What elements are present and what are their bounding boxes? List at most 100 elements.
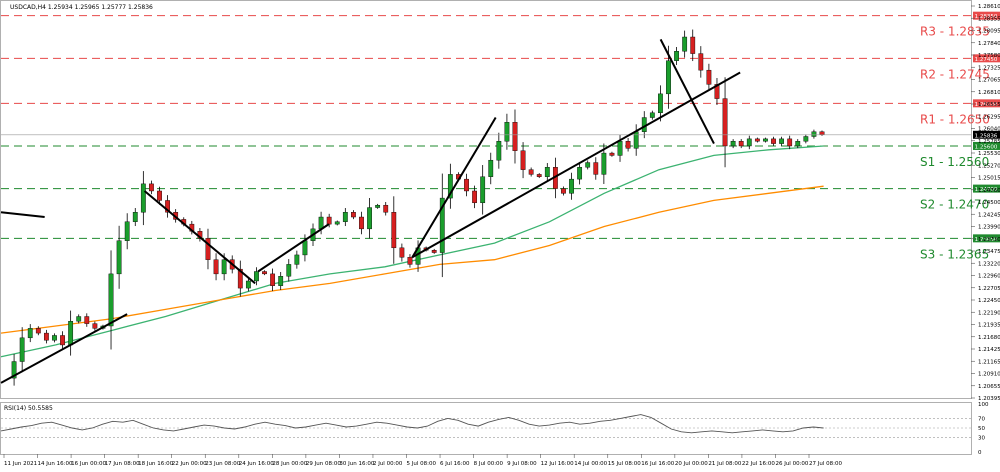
x-tick-label: 5 Jul 08:00 — [407, 461, 437, 467]
candle-body — [342, 212, 348, 222]
candle-body — [35, 328, 41, 334]
y-tick-label: 1.23730 — [978, 237, 1000, 243]
candle-body — [569, 178, 574, 194]
rsi-tick-label: 0 — [978, 450, 982, 456]
rsi-tick-label: 50 — [978, 426, 985, 432]
candle-body — [157, 190, 162, 201]
level-tag-text-r1: 1.26500 — [975, 102, 998, 108]
candle-body — [165, 200, 170, 213]
y-tick-label: 1.22960 — [978, 274, 1000, 280]
candle-body — [722, 98, 728, 147]
y-tick-label: 1.22190 — [978, 310, 1000, 316]
candle-body — [625, 141, 631, 149]
y-tick-label: 1.23220 — [978, 261, 1000, 267]
level-tag-s1 — [973, 141, 1000, 150]
y-tick-label: 1.25270 — [978, 163, 1000, 169]
x-tick-label: 26 Jul 00:00 — [775, 461, 808, 467]
y-tick-label: 1.26295 — [978, 114, 1000, 120]
y-tick-label: 1.27065 — [978, 78, 1000, 84]
candle-body — [391, 212, 397, 249]
candle-body — [262, 271, 267, 275]
candle-body — [237, 268, 243, 289]
level-label-r1: R1 - 1.2650 — [920, 112, 990, 126]
y-tick-label: 1.21165 — [978, 359, 1000, 365]
candle-body — [359, 216, 364, 230]
level-label-r2: R2 - 1.2745 — [920, 67, 990, 81]
candle-body — [27, 328, 33, 339]
y-tick-label: 1.20655 — [978, 384, 1000, 390]
rsi-tick-label: 100 — [978, 402, 989, 408]
level-tag-text-r3: 1.28350 — [975, 14, 998, 20]
candle-body — [367, 207, 372, 230]
candle-body — [658, 93, 663, 114]
ma-slow-line — [0, 185, 824, 334]
trendline — [0, 313, 128, 384]
candle-body — [11, 361, 17, 379]
candle-body — [132, 212, 138, 222]
candle-body — [585, 162, 591, 168]
y-tick-label: 1.25530 — [978, 151, 1000, 157]
candle-body — [68, 321, 74, 346]
candle-body — [431, 249, 437, 253]
candle-body — [512, 122, 518, 151]
candle-body — [43, 332, 49, 341]
candle-body — [480, 176, 486, 204]
candle-body — [302, 240, 308, 256]
level-tag-r3 — [973, 11, 1000, 20]
x-tick-label: 15 Jul 08:00 — [608, 461, 641, 467]
candle-body — [108, 273, 114, 327]
candle-body — [698, 53, 704, 71]
candle-body — [447, 174, 453, 199]
candle-body — [60, 335, 65, 346]
candle-body — [326, 216, 332, 225]
candle-body — [375, 204, 381, 208]
candle-body — [609, 152, 615, 156]
chart-header: USDCAD,H4 1.25934 1.25965 1.25777 1.2583… — [10, 4, 153, 11]
x-tick-label: 6 Jul 16:00 — [440, 461, 470, 467]
candle-body — [819, 131, 825, 135]
candle-body — [124, 221, 130, 241]
x-tick-label: 23 Jun 08:00 — [205, 461, 240, 467]
candle-body — [351, 212, 356, 218]
current-price-tag — [973, 130, 1000, 139]
candle-body — [714, 84, 720, 99]
candle-body — [245, 280, 251, 289]
x-tick-label: 20 Jul 00:00 — [675, 461, 708, 467]
trendline — [257, 223, 330, 273]
y-tick-label: 1.27325 — [978, 65, 1000, 71]
x-tick-label: 30 Jun 16:00 — [339, 461, 374, 467]
candle-body — [116, 240, 122, 275]
candle-body — [383, 204, 389, 213]
candle-body — [803, 136, 809, 142]
y-tick-label: 1.23475 — [978, 249, 1000, 255]
candle-body — [617, 141, 623, 156]
rsi-line — [0, 414, 824, 434]
candle-body — [213, 259, 219, 275]
y-tick-label: 1.23990 — [978, 225, 1000, 231]
candle-body — [746, 138, 752, 147]
candle-body — [205, 238, 211, 260]
candle-body — [318, 216, 324, 230]
candle-body — [649, 112, 655, 118]
y-tick-label: 1.22450 — [978, 298, 1000, 304]
candle-body — [52, 335, 57, 341]
level-tag-s2 — [973, 184, 1000, 193]
candle-body — [270, 273, 276, 286]
candle-body — [795, 141, 801, 147]
candle-body — [544, 167, 550, 177]
candle-body — [520, 150, 526, 170]
x-tick-label: 21 Jul 08:00 — [708, 461, 741, 467]
x-tick-label: 9 Jul 08:00 — [507, 461, 537, 467]
candle-body — [472, 190, 477, 204]
x-tick-label: 27 Jul 08:00 — [809, 461, 842, 467]
candle-body — [496, 141, 502, 161]
y-tick-label: 1.25785 — [978, 139, 1000, 145]
candle-body — [738, 141, 744, 147]
candle-body — [140, 183, 146, 213]
level-tag-r1 — [973, 99, 1000, 108]
x-tick-label: 24 Jun 16:00 — [239, 461, 274, 467]
candle-body — [561, 188, 566, 194]
y-tick-label: 1.28610 — [978, 4, 1000, 10]
